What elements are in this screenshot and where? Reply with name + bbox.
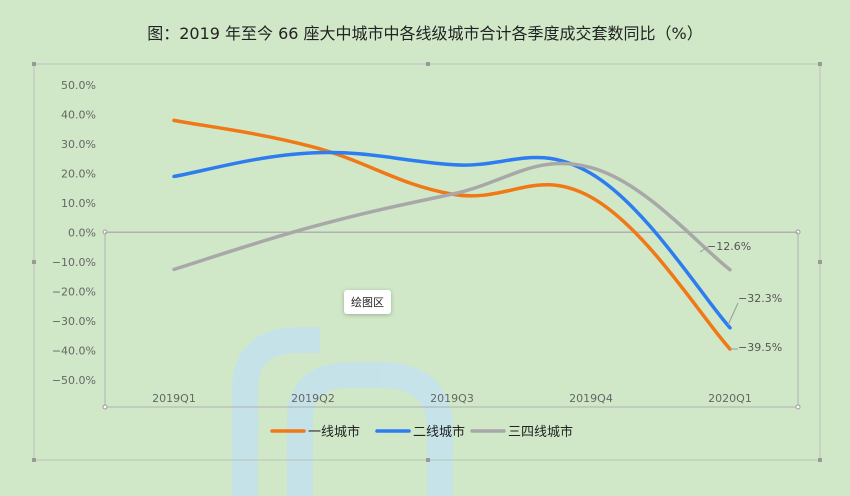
y-tick-label: −20.0% [52,286,96,299]
y-tick-label: 50.0% [61,79,96,92]
y-tick-label: −10.0% [52,256,96,269]
x-tick-label: 2019Q3 [430,392,474,405]
y-tick-label: −30.0% [52,315,96,328]
series-line[interactable] [172,118,732,351]
data-label: −12.6% [707,240,751,253]
chart-area-frame [32,62,822,462]
x-tick-label: 2019Q2 [291,392,335,405]
y-tick-label: 30.0% [61,138,96,151]
x-tick-label: 2019Q4 [569,392,613,405]
x-tick-label: 2020Q1 [708,392,752,405]
data-label-leader [699,246,709,253]
y-tick-label: 0.0% [68,227,96,240]
data-label-leader [727,302,739,326]
y-tick-label: 20.0% [61,168,96,181]
watermark-logo [232,327,453,496]
plot-area-tooltip: 绘图区 [344,290,391,314]
legend-entry: 二线城市 [413,424,465,440]
data-label: −32.3% [738,292,782,305]
y-tick-label: −40.0% [52,345,96,358]
data-label: −39.5% [738,341,782,354]
chart-title: 图：2019 年至今 66 座大中城市中各线级城市合计各季度成交套数同比（%） [147,24,703,43]
series-line[interactable] [172,161,732,272]
y-tick-label: 10.0% [61,197,96,210]
x-tick-label: 2019Q1 [152,392,196,405]
y-tick-label: −50.0% [52,374,96,387]
legend-entry: 一线城市 [308,424,360,440]
y-tick-label: 40.0% [61,109,96,122]
series-line[interactable] [172,150,732,330]
legend-entry: 三四线城市 [508,424,573,440]
